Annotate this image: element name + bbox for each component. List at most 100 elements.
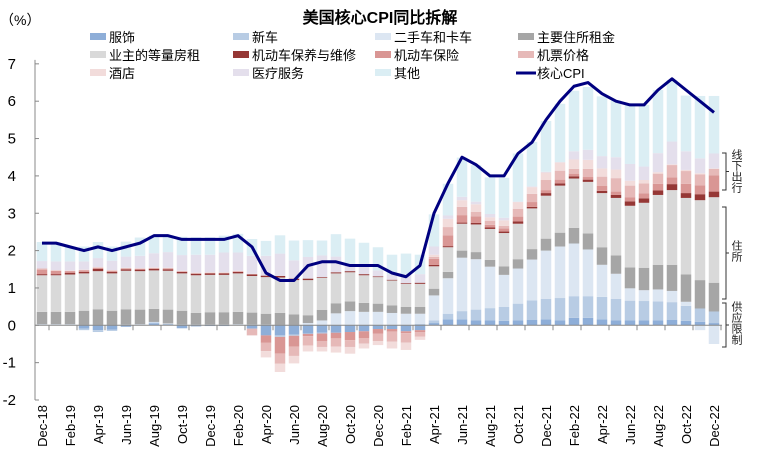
bar-segment: [78, 310, 90, 325]
bar-segment: [442, 247, 454, 272]
bar-segment: [624, 201, 636, 206]
bar-segment: [680, 301, 692, 306]
bar-segment: [274, 277, 286, 313]
bar-segment: [540, 298, 552, 320]
x-tick-label: Aug-19: [147, 405, 162, 447]
bar-segment: [680, 151, 692, 170]
bar-segment: [582, 181, 594, 234]
bar-segment: [120, 269, 132, 271]
bar-segment: [652, 173, 664, 184]
bar-segment: [568, 159, 580, 169]
bar-segment: [246, 312, 258, 325]
bar-segment: [610, 320, 622, 326]
bar-segment: [400, 313, 412, 325]
bar-segment: [316, 240, 328, 256]
bar-segment: [484, 220, 496, 225]
bar-segment: [232, 273, 244, 312]
bar-segment: [358, 275, 370, 303]
legend-swatch: [518, 51, 534, 58]
bar-segment: [148, 322, 160, 324]
bar-segment: [36, 242, 48, 262]
bar-segment: [484, 224, 496, 228]
bar-segment: [694, 325, 706, 331]
bar-segment: [204, 237, 216, 255]
bar-segment: [274, 235, 286, 254]
bar-segment: [106, 270, 118, 272]
bar-segment: [50, 244, 62, 262]
bar-segment: [358, 311, 370, 325]
legend-label: 服饰: [109, 30, 135, 45]
bar-segment: [512, 303, 524, 321]
bar-segment: [624, 267, 636, 289]
bar-segment: [134, 269, 146, 272]
bar-segment: [64, 273, 76, 275]
bar-segment: [708, 311, 720, 324]
bar-segment: [274, 312, 286, 325]
bar-segment: [134, 271, 146, 310]
annotation-bracket: [722, 302, 729, 348]
bar-segment: [358, 325, 370, 332]
bar-segment: [568, 173, 580, 177]
bar-segment: [78, 261, 90, 270]
bar-segment: [456, 196, 468, 201]
bar-segment: [610, 194, 622, 198]
bar-segment: [106, 310, 118, 325]
bar-segment: [568, 227, 580, 244]
bar-segment: [526, 319, 538, 326]
bar-segment: [708, 325, 720, 344]
bar-segment: [260, 335, 272, 343]
bar-segment: [596, 156, 608, 169]
bar-segment: [400, 306, 412, 314]
bar-segment: [302, 280, 314, 316]
bar-segment: [302, 336, 314, 346]
bar-segment: [162, 235, 174, 253]
bar-segment: [638, 198, 650, 203]
bar-segment: [428, 254, 440, 257]
bar-segment: [78, 270, 90, 272]
bar-segment: [344, 340, 356, 347]
bar-segment: [680, 305, 692, 321]
y-tick-label: 1: [8, 280, 16, 297]
bar-segment: [470, 211, 482, 217]
x-tick-label: Oct-22: [679, 405, 694, 444]
bar-segment: [666, 177, 678, 185]
bar-segment: [596, 193, 608, 248]
bar-segment: [554, 185, 566, 233]
bar-segment: [498, 228, 510, 232]
bar-segment: [330, 303, 342, 314]
bar-segment: [652, 89, 664, 154]
bar-segment: [512, 268, 524, 304]
y-tick-label: 0: [8, 317, 16, 334]
bar-segment: [638, 183, 650, 194]
bar-segment: [190, 275, 202, 313]
bar-segment: [428, 214, 440, 247]
annotation-brackets: [722, 152, 729, 348]
bar-segment: [526, 186, 538, 188]
bar-segment: [218, 273, 230, 275]
bar-segment: [484, 177, 496, 214]
bar-segment: [652, 153, 664, 173]
y-tick-label: 2: [8, 243, 16, 260]
bar-segment: [540, 171, 552, 173]
bar-segment: [484, 259, 496, 267]
bar-segment: [708, 282, 720, 312]
bar-segment: [484, 228, 496, 260]
bar-segment: [190, 254, 202, 273]
bar-segment: [638, 193, 650, 199]
bar-segment: [526, 300, 538, 320]
bar-segment: [554, 179, 566, 184]
x-tick-label: Apr-21: [427, 405, 442, 444]
bar-segment: [638, 320, 650, 326]
bar-segment: [162, 252, 174, 268]
bar-segment: [260, 342, 272, 352]
annotation-offline-travel-label: 线下出行: [730, 149, 743, 193]
bar-segment: [470, 320, 482, 326]
bar-segment: [414, 332, 426, 337]
legend-label: 酒店: [109, 66, 135, 81]
bar-segment: [386, 274, 398, 280]
bar-segment: [330, 272, 342, 274]
bar-segment: [358, 343, 370, 349]
legend-label: 其他: [394, 66, 420, 81]
bar-segment: [316, 255, 328, 278]
bar-segment: [218, 252, 230, 273]
